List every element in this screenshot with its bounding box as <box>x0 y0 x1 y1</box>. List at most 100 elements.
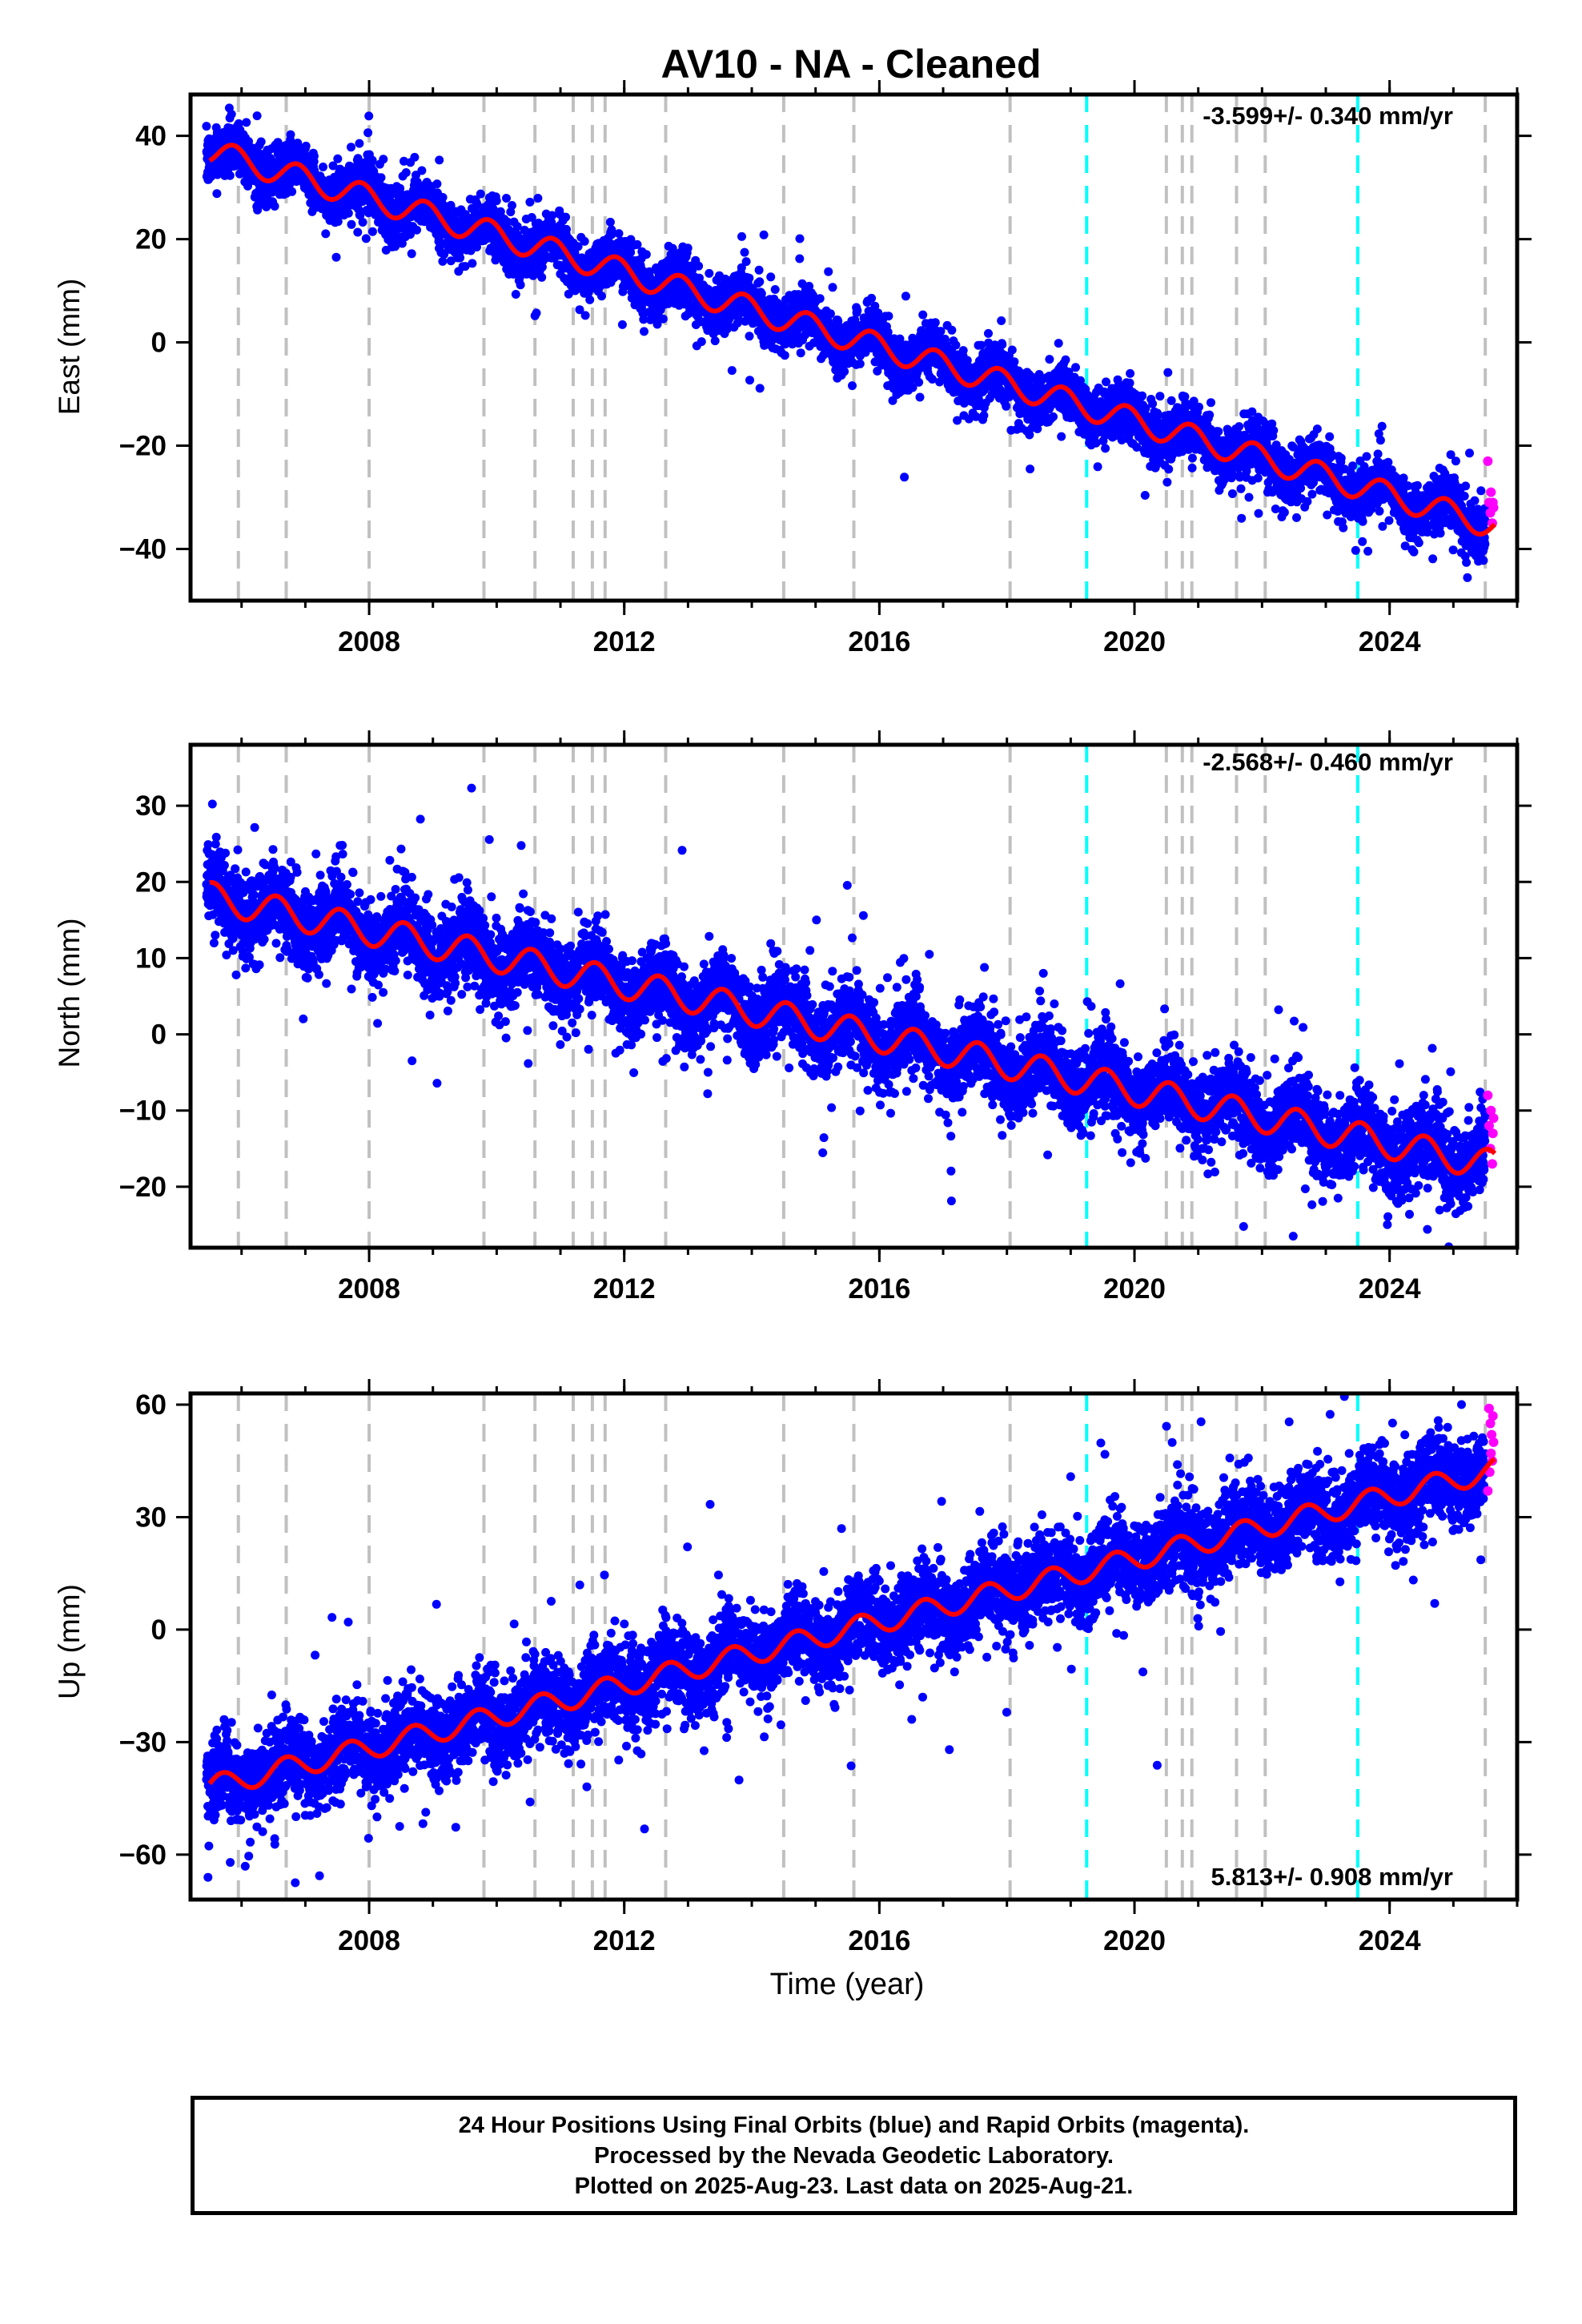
east-final-point <box>958 346 968 356</box>
east-final-point <box>502 194 511 203</box>
east-final-point <box>309 151 319 161</box>
chart-title: AV10 - NA - Cleaned <box>661 42 1041 86</box>
east-final-point <box>755 277 765 287</box>
east-final-point <box>1002 401 1011 411</box>
east-final-point <box>492 196 501 206</box>
east-final-point <box>658 314 668 324</box>
east-final-point <box>617 320 627 329</box>
east-final-point <box>1093 462 1102 472</box>
east-final-point <box>525 197 535 207</box>
east-final-point <box>741 257 751 267</box>
east-final-point <box>367 227 377 236</box>
east-final-point <box>367 155 377 165</box>
east-final-point <box>828 283 837 292</box>
east-final-point <box>511 290 520 299</box>
east-final-point <box>998 340 1007 349</box>
east-final-point <box>755 384 765 393</box>
east-final-point <box>225 171 235 180</box>
east-final-point <box>640 327 648 336</box>
east-final-point <box>683 243 693 253</box>
east-final-point <box>212 189 222 199</box>
east-final-point <box>562 224 571 234</box>
east-final-point <box>740 247 749 257</box>
east-final-point <box>410 152 420 162</box>
east-final-point <box>580 236 589 246</box>
east-final-point <box>242 118 251 127</box>
east-final-point <box>537 272 547 282</box>
east-final-point <box>848 381 857 391</box>
east-final-point <box>1102 377 1110 387</box>
east-final-point <box>853 306 862 316</box>
east-final-point <box>516 280 525 290</box>
east-final-point <box>824 267 833 276</box>
east-final-point <box>533 194 543 203</box>
east-final-point <box>256 137 266 147</box>
east-final-point <box>951 340 961 350</box>
east-final-point <box>1057 432 1066 441</box>
east-final-point <box>795 234 805 243</box>
east-final-point <box>815 294 825 304</box>
east-final-points <box>202 103 1490 582</box>
east-final-point <box>795 254 805 263</box>
east-final-point <box>376 173 386 183</box>
east-final-point <box>614 229 624 239</box>
east-final-point <box>825 309 835 319</box>
east-final-point <box>884 312 893 321</box>
east-final-point <box>597 292 606 301</box>
east-final-point <box>358 218 367 227</box>
east-final-point <box>901 292 910 301</box>
east-final-point <box>745 273 754 283</box>
east-final-point <box>364 111 374 121</box>
east-final-point <box>331 252 341 262</box>
east-final-point <box>745 332 754 341</box>
east-final-point <box>585 295 595 304</box>
east-final-point <box>737 231 746 241</box>
east-final-point <box>900 472 909 482</box>
east-final-point <box>363 128 373 138</box>
east-final-point <box>353 227 363 237</box>
east-final-point <box>745 376 754 385</box>
east-final-point <box>780 351 789 360</box>
east-final-point <box>438 193 448 202</box>
east-final-point <box>561 212 571 222</box>
east-final-point <box>343 208 353 218</box>
east-final-point <box>710 336 720 346</box>
east-final-point <box>548 211 557 220</box>
east-final-point <box>202 122 211 131</box>
east-final-point <box>286 130 295 139</box>
east-final-point <box>759 230 769 239</box>
east-final-point <box>1010 357 1019 367</box>
east-final-point <box>456 253 465 263</box>
east-final-point <box>321 229 331 239</box>
east-final-point <box>727 366 737 376</box>
east-final-point <box>379 155 388 164</box>
east-final-point <box>918 310 928 320</box>
east-final-point <box>1101 444 1110 453</box>
east-final-point <box>1061 355 1070 364</box>
east-final-point <box>1054 339 1063 348</box>
east-final-point <box>319 163 327 171</box>
east-final-point <box>532 308 541 318</box>
east-final-point <box>1049 412 1058 421</box>
east-final-point <box>984 328 993 338</box>
east-final-point <box>476 189 485 199</box>
east-final-point <box>417 166 427 175</box>
east-final-point <box>287 187 297 196</box>
east-final-point <box>694 261 704 271</box>
east-final-point <box>347 143 355 152</box>
east-final-point <box>914 377 924 387</box>
east-final-point <box>997 316 1006 325</box>
east-final-point <box>930 318 940 328</box>
east-final-point <box>840 367 849 376</box>
east-final-point <box>979 411 989 420</box>
east-final-point <box>1026 464 1035 474</box>
east-final-point <box>605 217 615 227</box>
east-final-point <box>1071 363 1080 372</box>
east-final-point <box>580 311 590 320</box>
east-final-point <box>355 139 364 148</box>
east-final-point <box>301 141 311 151</box>
east-final-point <box>270 202 279 211</box>
east-final-point <box>508 201 516 210</box>
